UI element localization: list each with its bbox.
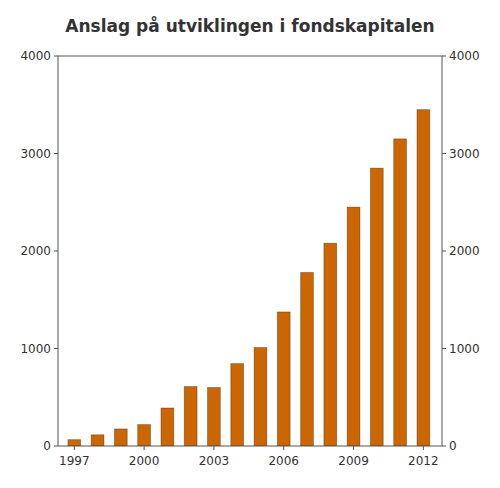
bar [394, 139, 407, 446]
x-tick [353, 446, 354, 450]
x-tick-label: 1997 [59, 454, 90, 468]
chart-title: Anslag på utviklingen i fondskapitalen [65, 15, 434, 36]
plot-frame [58, 56, 442, 446]
x-tick [74, 446, 75, 450]
y2-tick [442, 153, 446, 154]
y-tick-label: 1000 [20, 342, 51, 356]
y2-tick-label: 4000 [449, 49, 480, 63]
y-tick [54, 251, 58, 252]
y2-tick [442, 251, 446, 252]
bar [347, 207, 360, 446]
bar [138, 425, 151, 446]
bar [370, 168, 383, 446]
y2-tick [442, 56, 446, 57]
x-tick-label: 2012 [408, 454, 439, 468]
y2-tick-label: 1000 [449, 342, 480, 356]
x-tick-label: 2000 [129, 454, 160, 468]
bar [91, 435, 104, 446]
y-tick-label: 3000 [20, 147, 51, 161]
x-tick [144, 446, 145, 450]
x-tick [283, 446, 284, 450]
bar [254, 348, 267, 446]
y-tick [54, 348, 58, 349]
bar [231, 364, 244, 446]
bar [184, 387, 197, 446]
x-tick-label: 2009 [338, 454, 369, 468]
bar [208, 388, 221, 447]
y-tick [54, 153, 58, 154]
bar [114, 429, 127, 446]
x-tick [213, 446, 214, 450]
y-tick-label: 0 [43, 439, 51, 453]
x-tick-label: 2006 [268, 454, 299, 468]
y-tick-label: 4000 [20, 49, 51, 63]
x-tick-label: 2003 [199, 454, 230, 468]
bar [161, 408, 174, 446]
y2-tick [442, 446, 446, 447]
chart-container: 1997 2000 2003 2006 2009 2012 0 1000 2000 3000 400… [0, 0, 500, 488]
y2-axis: 0 1000 2000 3000 4000 [442, 49, 480, 453]
chart: 1997 2000 2003 2006 2009 2012 0 1000 2000 3000 400… [0, 0, 500, 488]
bar [417, 110, 430, 446]
y-axis: 0 1000 2000 3000 4000 [20, 49, 58, 453]
bar [277, 312, 290, 446]
y-tick-label: 2000 [20, 244, 51, 258]
y2-tick-label: 3000 [449, 147, 480, 161]
bar [324, 243, 337, 446]
y-tick [54, 446, 58, 447]
y2-tick-label: 0 [449, 439, 457, 453]
bar [68, 440, 81, 446]
x-axis: 1997 2000 2003 2006 2009 2012 [59, 446, 439, 468]
y2-tick-label: 2000 [449, 244, 480, 258]
bar [301, 272, 314, 446]
x-tick [423, 446, 424, 450]
y-tick [54, 56, 58, 57]
bars [68, 110, 430, 446]
y2-tick [442, 348, 446, 349]
